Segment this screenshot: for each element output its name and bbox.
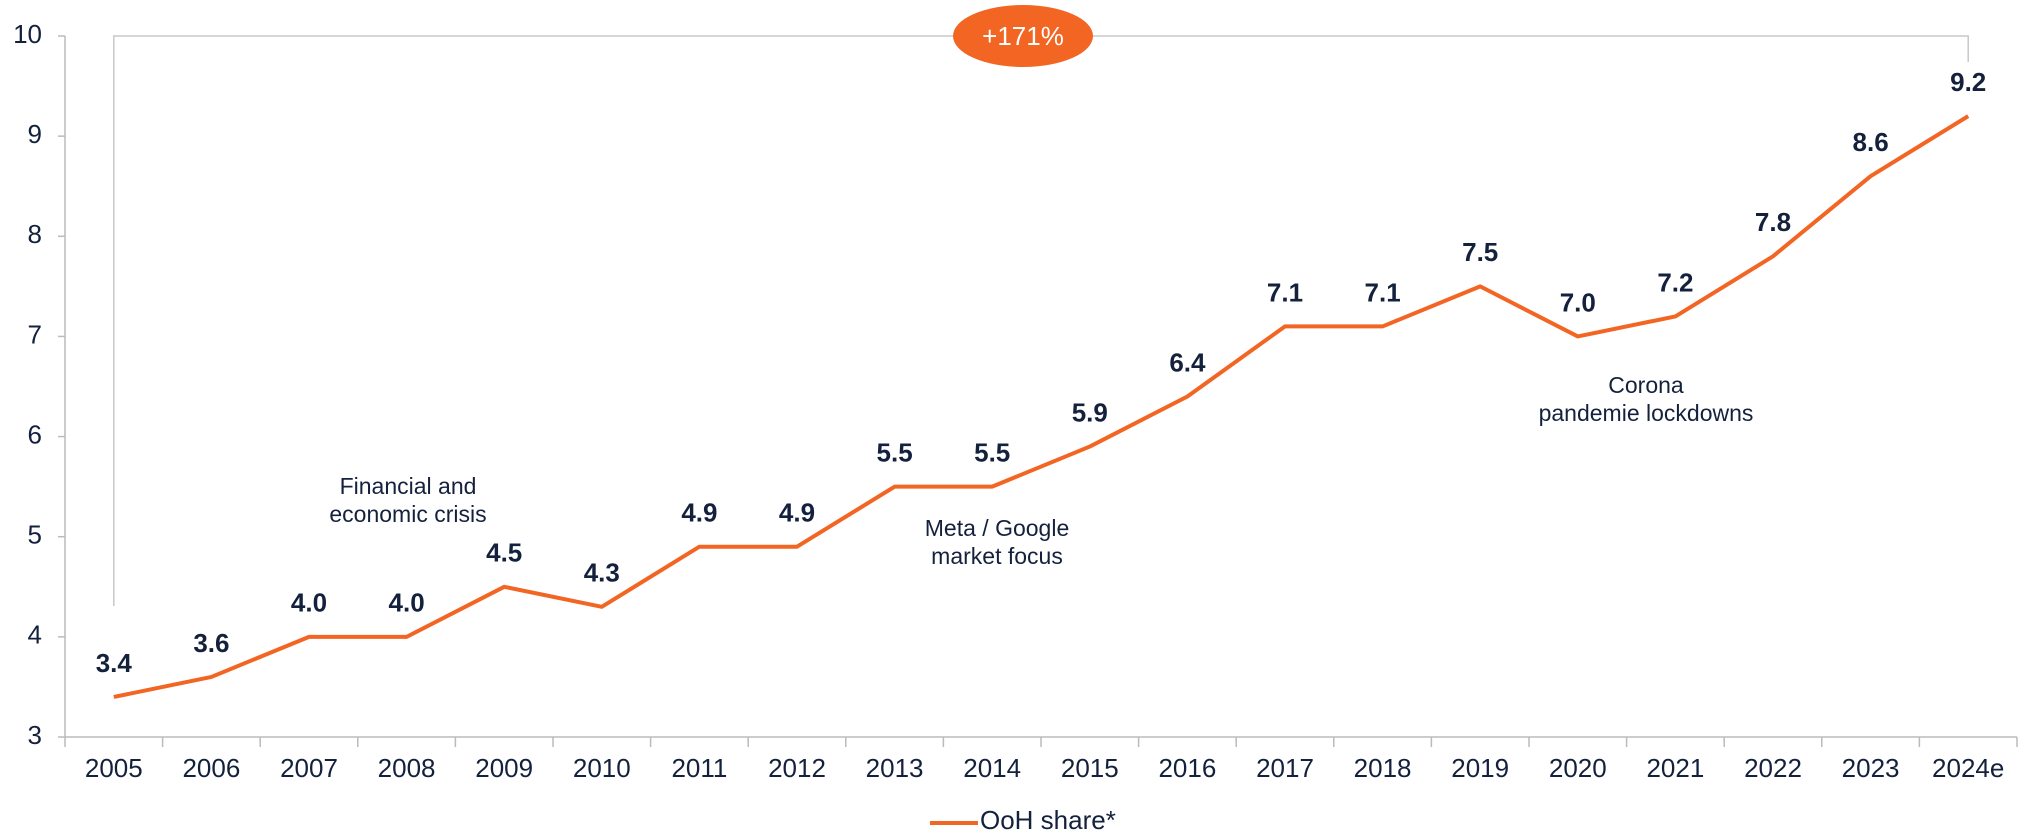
legend-label: OoH share*	[980, 805, 1116, 835]
x-tick-label: 2018	[1354, 753, 1412, 783]
annotation: market focus	[931, 543, 1063, 569]
data-label: 3.4	[96, 648, 133, 678]
data-label: 7.2	[1657, 267, 1693, 297]
series-line	[113, 114, 1970, 699]
data-label: 7.1	[1365, 277, 1401, 307]
annotation: economic crisis	[329, 501, 486, 527]
data-label: 4.9	[681, 498, 717, 528]
annotation: Financial and	[340, 473, 477, 499]
y-tick-label: 7	[28, 319, 42, 349]
data-label: 4.0	[291, 588, 327, 618]
x-tick-label: 2007	[280, 753, 338, 783]
x-tick-label: 2008	[378, 753, 436, 783]
data-label: 7.0	[1560, 287, 1596, 317]
data-label: 8.6	[1853, 127, 1889, 157]
y-tick-label: 3	[28, 720, 42, 750]
x-tick-label: 2014	[963, 753, 1021, 783]
growth-badge-label: +171%	[982, 21, 1064, 51]
y-tick-label: 6	[28, 419, 42, 449]
x-tick-label: 2005	[85, 753, 143, 783]
y-tick-label: 4	[28, 620, 42, 650]
annotation: Corona	[1608, 372, 1684, 398]
data-label: 7.1	[1267, 277, 1303, 307]
data-label: 4.0	[389, 588, 425, 618]
x-tick-label: 2021	[1646, 753, 1704, 783]
y-tick-label: 9	[28, 119, 42, 149]
data-label: 5.5	[974, 438, 1010, 468]
data-label: 5.9	[1072, 397, 1108, 427]
x-tick-label: 2012	[768, 753, 826, 783]
y-tick-label: 8	[28, 219, 42, 249]
x-tick-label: 2024e	[1932, 753, 2004, 783]
data-label: 4.9	[779, 498, 815, 528]
data-label: 5.5	[877, 438, 913, 468]
data-label: 4.5	[486, 538, 522, 568]
annotation: pandemie lockdowns	[1539, 400, 1754, 426]
y-tick-label: 5	[28, 520, 42, 550]
x-tick-label: 2006	[182, 753, 240, 783]
data-label: 4.3	[584, 558, 620, 588]
data-label: 7.5	[1462, 237, 1498, 267]
x-tick-label: 2015	[1061, 753, 1119, 783]
x-tick-label: 2013	[866, 753, 924, 783]
x-tick-label: 2020	[1549, 753, 1607, 783]
x-tick-label: 2019	[1451, 753, 1509, 783]
data-label: 9.2	[1950, 67, 1986, 97]
annotation: Meta / Google	[925, 515, 1069, 541]
data-label: 3.6	[193, 628, 229, 658]
x-tick-label: 2023	[1842, 753, 1900, 783]
x-tick-label: 2017	[1256, 753, 1314, 783]
data-label: 6.4	[1169, 347, 1206, 377]
x-tick-label: 2016	[1158, 753, 1216, 783]
y-tick-label: 10	[13, 19, 42, 49]
x-tick-label: 2011	[671, 753, 727, 783]
growth-badge	[953, 5, 1093, 67]
x-tick-label: 2009	[475, 753, 533, 783]
x-tick-label: 2010	[573, 753, 631, 783]
x-tick-label: 2022	[1744, 753, 1802, 783]
data-label: 7.8	[1755, 207, 1791, 237]
